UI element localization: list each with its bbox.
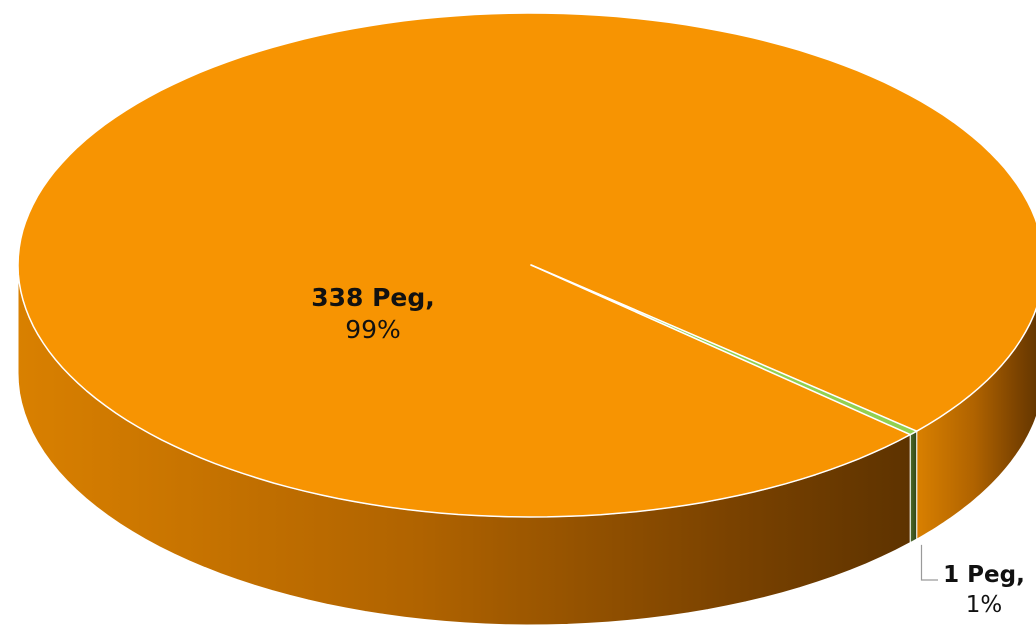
data-label-1-peg-percent: 1% <box>965 592 1003 618</box>
data-label-1-peg-name: 1 Peg, <box>943 562 1025 588</box>
pie-side-1-peg <box>909 430 918 544</box>
data-label-338-peg-name: 338 Peg, <box>311 283 435 312</box>
pie-slice-1-peg <box>530 264 918 436</box>
data-label-338-peg-percent: 99% <box>345 315 401 344</box>
pie-leader-lines <box>920 544 938 581</box>
pie-slice-338-peg <box>17 12 1036 518</box>
data-label-1-peg: 1 Peg, 1% <box>932 560 1036 620</box>
pie-top-faces <box>17 12 1036 518</box>
leader-line-1-peg <box>920 544 938 581</box>
data-label-338-peg: 338 Peg, 99% <box>288 282 458 346</box>
